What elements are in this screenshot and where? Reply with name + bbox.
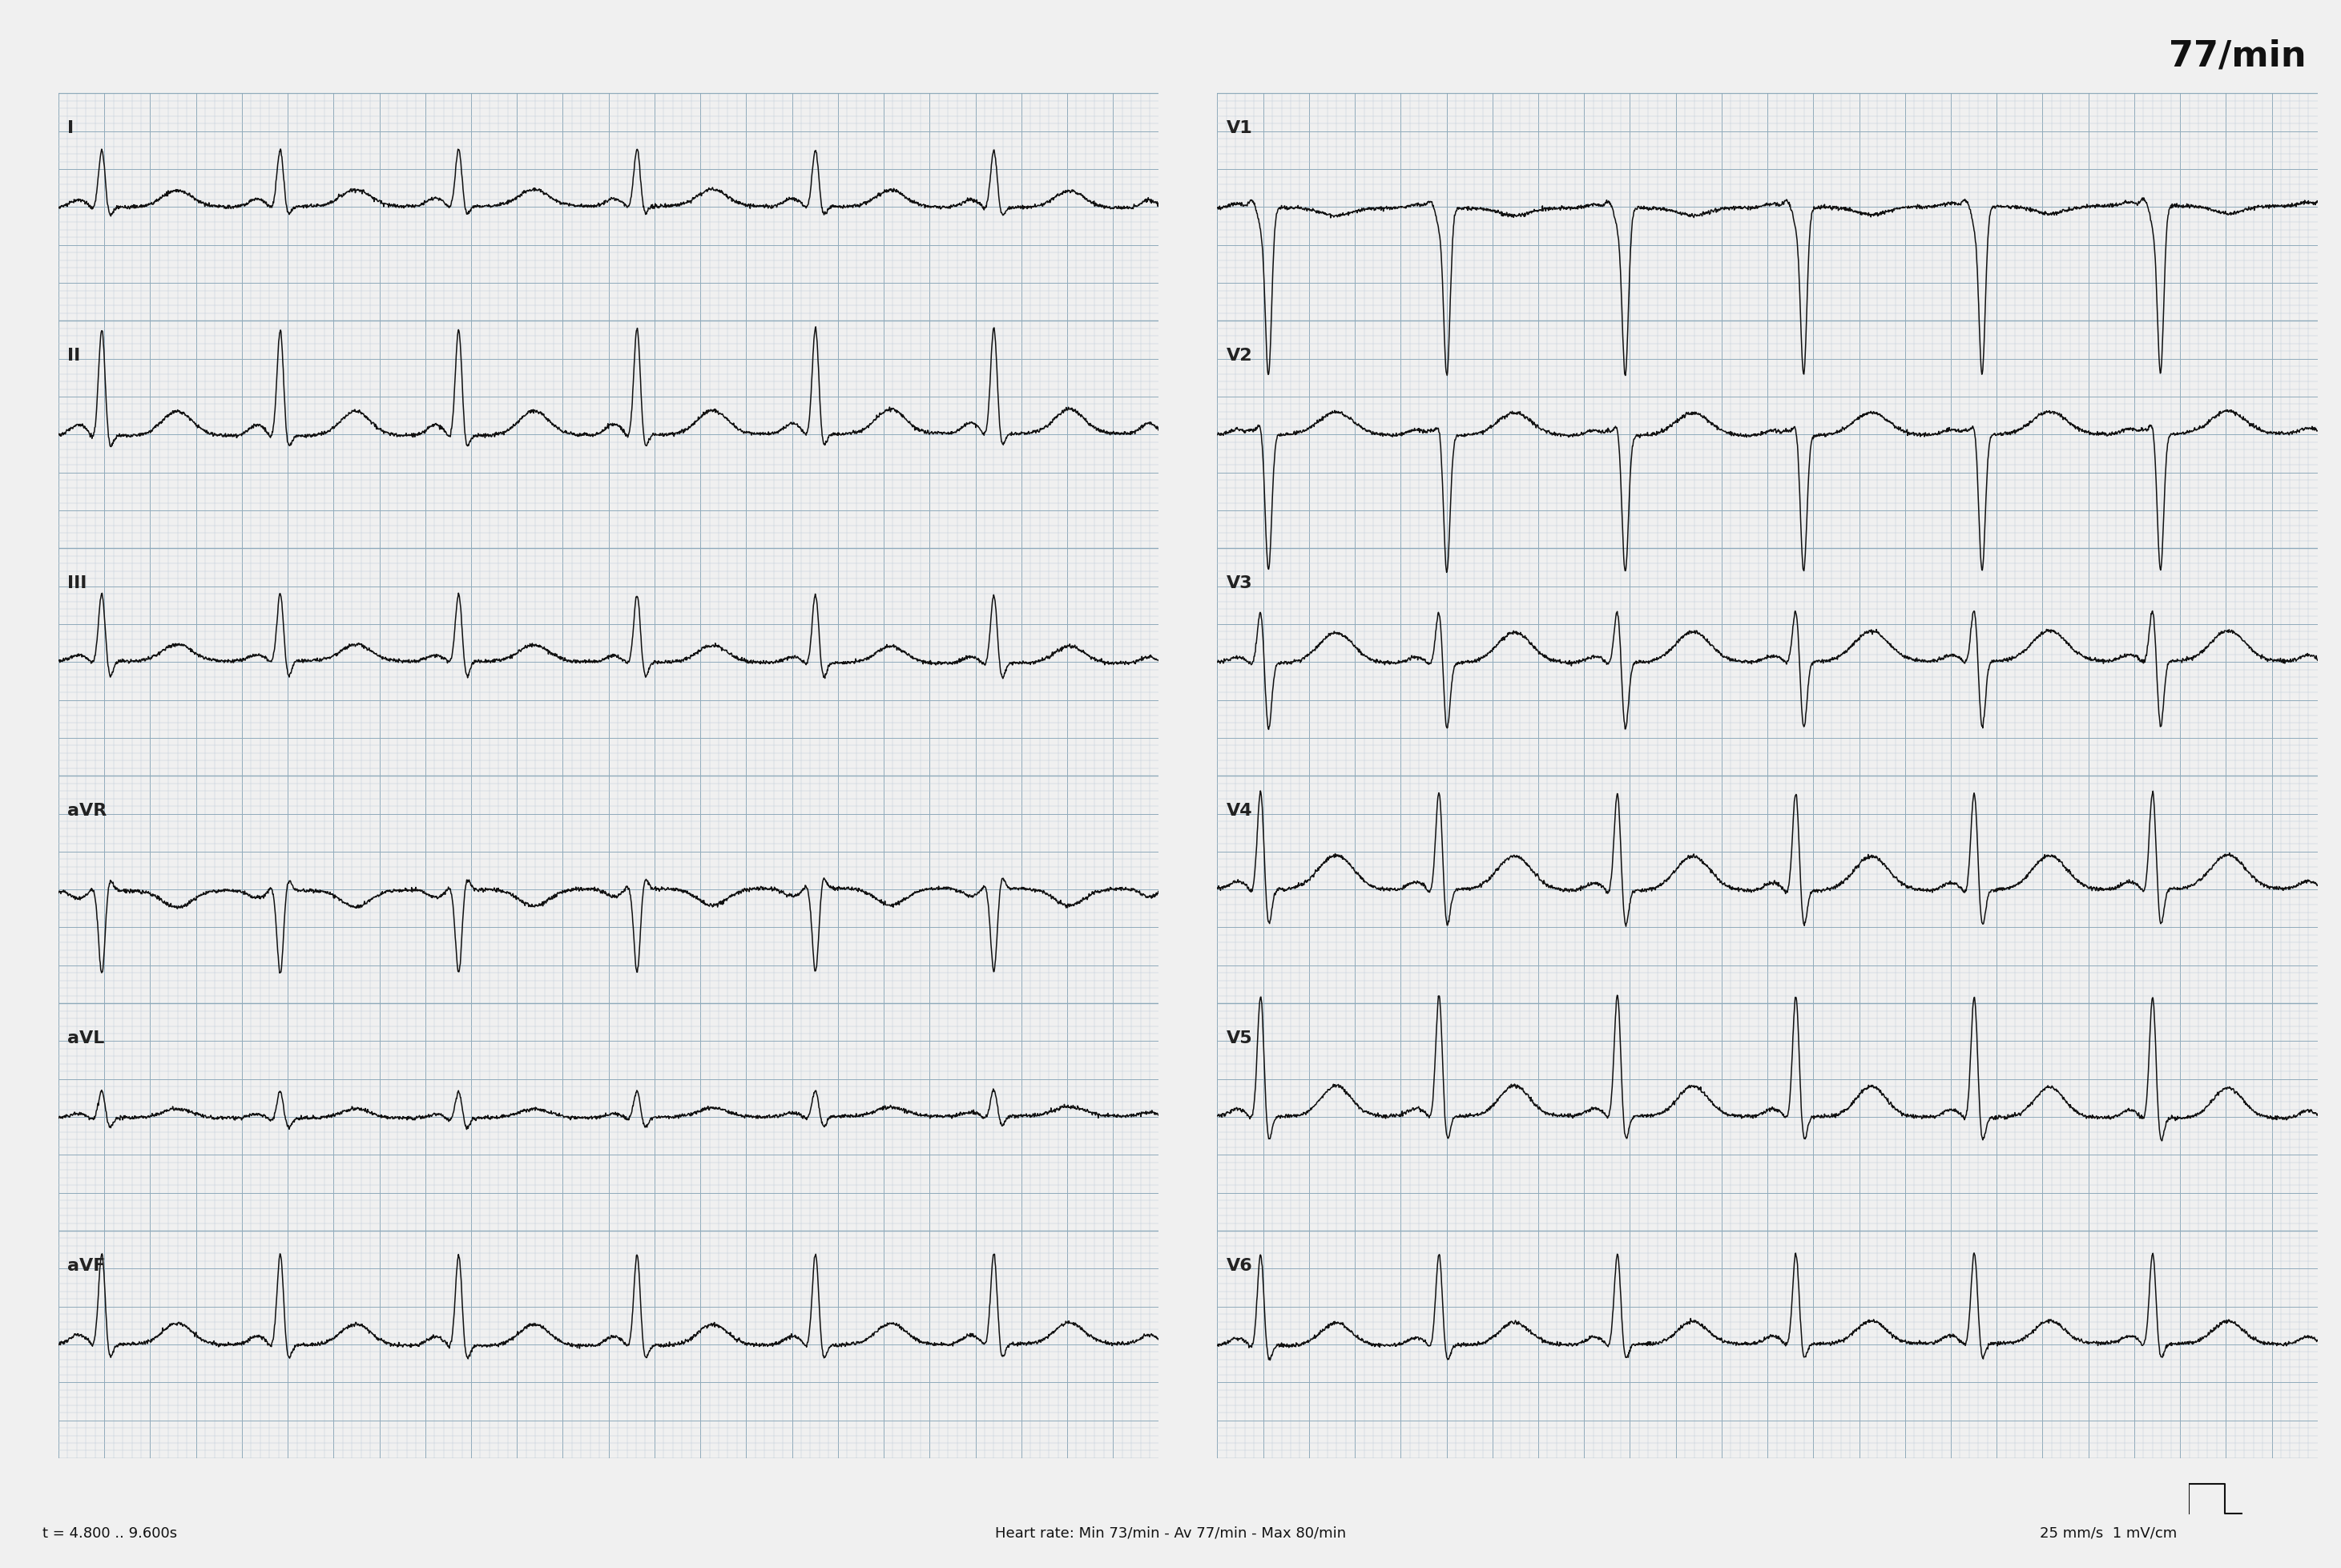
Text: II: II: [68, 348, 80, 364]
Text: V5: V5: [1227, 1030, 1252, 1046]
Text: V6: V6: [1227, 1258, 1252, 1273]
Text: III: III: [68, 575, 87, 591]
Text: I: I: [68, 121, 75, 136]
Text: V2: V2: [1227, 348, 1252, 364]
Text: Heart rate: Min 73/min - Av 77/min - Max 80/min: Heart rate: Min 73/min - Av 77/min - Max…: [995, 1526, 1346, 1540]
Text: t = 4.800 .. 9.600s: t = 4.800 .. 9.600s: [42, 1526, 178, 1540]
Text: V4: V4: [1227, 803, 1252, 818]
Text: V1: V1: [1227, 121, 1252, 136]
Text: V3: V3: [1227, 575, 1252, 591]
Text: aVF: aVF: [68, 1258, 105, 1273]
Text: aVL: aVL: [68, 1030, 105, 1046]
Text: 25 mm/s  1 mV/cm: 25 mm/s 1 mV/cm: [2039, 1526, 2177, 1540]
Text: aVR: aVR: [68, 803, 108, 818]
Text: 77/min: 77/min: [2168, 39, 2306, 74]
